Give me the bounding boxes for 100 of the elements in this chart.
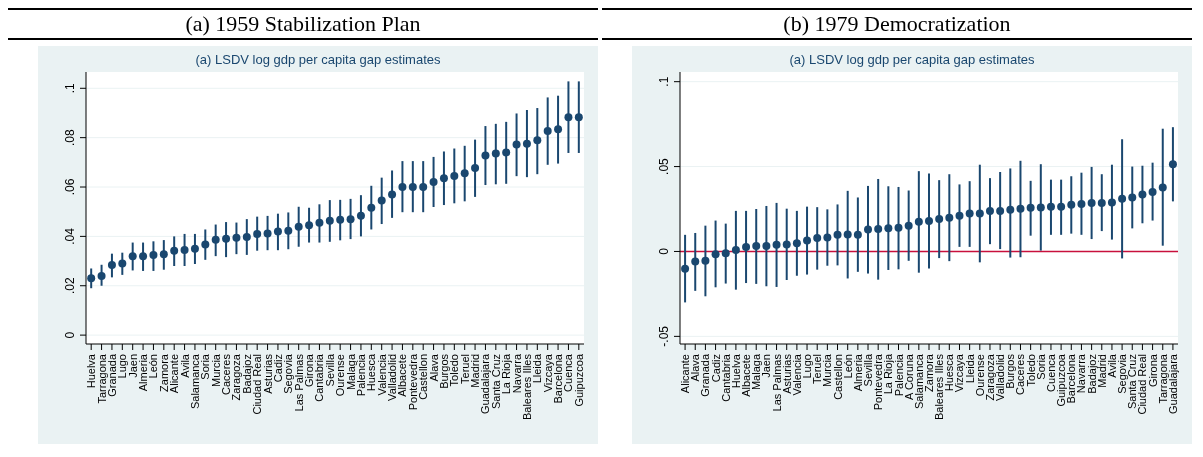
point [925,216,933,225]
point [874,225,883,234]
point [408,183,417,192]
point [273,227,282,236]
point [711,250,720,259]
x-tick-label: Guipuzcoa [1055,353,1068,407]
point [398,183,407,192]
point [1168,160,1177,169]
x-tick-label: Vizcaya [953,353,966,393]
point [1016,204,1025,213]
x-tick-label: Salamanca [912,353,925,410]
x-tick-label: Lugo [116,354,129,379]
chart-subtitle: (a) LSDV log gdp per capita gap estimates [788,52,1036,69]
point [1036,203,1045,212]
point [772,240,781,249]
y-tick-label: -.05 [657,325,671,347]
x-tick-label: Madrid [469,354,482,388]
point [843,230,852,239]
x-tick-label: Cadiz [709,354,722,383]
point [1097,198,1106,207]
x-tick-label: Valladolid [386,354,399,401]
x-tick-label: Murcia [821,353,834,388]
y-tick-label: .1 [657,76,671,87]
point [201,240,210,249]
point [975,209,984,218]
x-tick-label: Castellon [831,354,844,400]
point [315,218,324,227]
x-tick-label: Malaga [750,353,763,391]
x-tick-label: Castellon [417,354,430,400]
point [853,230,862,239]
point [1057,202,1066,211]
x-tick-label: Zaragoza [230,353,243,401]
x-tick-label: Soria [199,353,212,380]
x-tick-label: Huesca [365,353,378,392]
point [263,229,272,238]
point [904,221,913,230]
point [481,151,490,160]
x-tick-label: Zamora [157,353,170,392]
x-tick-label: Avila [1105,353,1118,378]
point [1067,200,1076,209]
chart-title: (a) 1959 Stabilization Plan [8,8,598,40]
point [554,125,563,134]
point [1158,183,1167,192]
point [691,257,700,266]
point [935,215,944,224]
point [701,256,710,265]
point [823,233,832,242]
point [180,245,189,254]
chart-subtitle: (a) LSDV log gdp per capita gap estimates [194,52,442,69]
point [1148,188,1157,197]
x-tick-label: Ourense [973,354,986,397]
x-tick-label: Almeria [137,353,150,392]
x-tick-label: Guadalajara [479,353,492,414]
point [242,232,251,241]
point [305,221,314,230]
x-tick-label: Alicante [679,354,692,394]
point [543,126,552,135]
x-tick-label: Soria [1034,353,1047,380]
y-tick-label: 0 [63,331,77,339]
point [1006,205,1015,214]
point [491,149,500,158]
x-tick-label: Asturias [780,353,793,394]
x-tick-label: Baleares Illes [520,353,533,421]
x-tick-label: Vizcaya [541,353,554,393]
point [388,190,397,199]
point [471,164,480,173]
point [211,235,220,244]
x-tick-label: Almeria [851,353,864,392]
point [965,209,974,218]
x-tick-label: Girona [1146,353,1159,388]
x-tick-label: Las Palmas [770,353,783,412]
point [118,259,127,268]
point [1077,199,1086,208]
point [792,239,801,248]
x-tick-label: Avila [178,353,191,378]
point [985,206,994,215]
x-tick-label: Ourense [334,354,347,397]
point [139,252,148,261]
x-tick-label: Sevilla [323,353,336,387]
point [325,216,334,225]
x-tick-label: Salamanca [188,353,201,410]
x-tick-label: Cadiz [271,354,284,383]
chart-title: (b) 1979 Democratization [602,8,1192,40]
point [1118,194,1127,203]
x-tick-label: Lugo [801,354,814,379]
point [87,274,96,283]
x-tick-label: Cuenca [562,353,575,392]
y-tick-label: .06 [63,178,77,196]
point [512,140,521,149]
point [894,223,903,232]
y-tick-label: .04 [63,227,77,245]
point [149,250,158,259]
point [97,271,106,280]
x-tick-label: Alava [689,353,702,382]
x-tick-label: Cuenca [1044,353,1057,392]
y-tick-label: .08 [63,128,77,146]
point [439,174,448,183]
y-tick-label: .02 [63,277,77,295]
point [1087,198,1096,207]
x-tick-label: Baleares Illes [933,353,946,421]
